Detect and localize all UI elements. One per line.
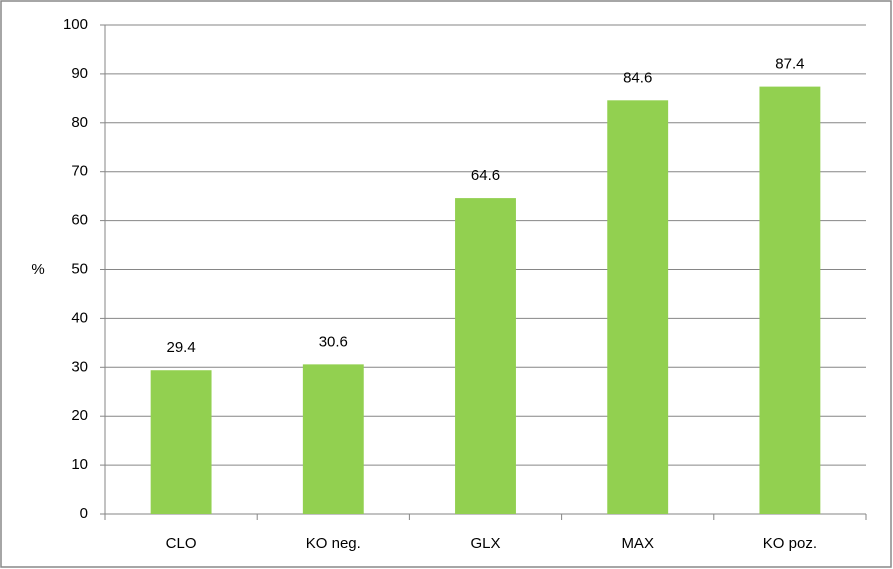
- data-label: 87.4: [775, 56, 804, 73]
- bar: [302, 364, 364, 514]
- y-tick-label: 30: [71, 358, 88, 375]
- x-tick-label: MAX: [621, 535, 654, 552]
- y-tick-label: 60: [71, 212, 88, 229]
- y-tick-label: 40: [71, 309, 88, 326]
- bar: [150, 370, 212, 514]
- x-tick-label: KO neg.: [306, 535, 361, 552]
- y-tick-label: 20: [71, 407, 88, 424]
- bar: [455, 198, 516, 514]
- data-label: 30.6: [319, 333, 348, 350]
- data-label: 64.6: [471, 167, 500, 184]
- y-tick-label: 50: [71, 260, 88, 277]
- y-tick-label: 0: [80, 505, 88, 522]
- y-axis-label: %: [31, 261, 44, 278]
- x-tick-label: KO poz.: [763, 535, 817, 552]
- y-tick-label: 70: [71, 163, 88, 180]
- x-tick-label: CLO: [166, 535, 197, 552]
- data-label: 84.6: [623, 69, 652, 86]
- y-tick-label: 100: [63, 16, 88, 33]
- y-tick-label: 80: [71, 114, 88, 131]
- bar: [607, 100, 669, 514]
- bar: [759, 86, 821, 514]
- y-tick-label: 90: [71, 65, 88, 82]
- x-tick-label: GLX: [470, 535, 500, 552]
- y-tick-label: 10: [71, 456, 88, 473]
- data-label: 29.4: [166, 339, 195, 356]
